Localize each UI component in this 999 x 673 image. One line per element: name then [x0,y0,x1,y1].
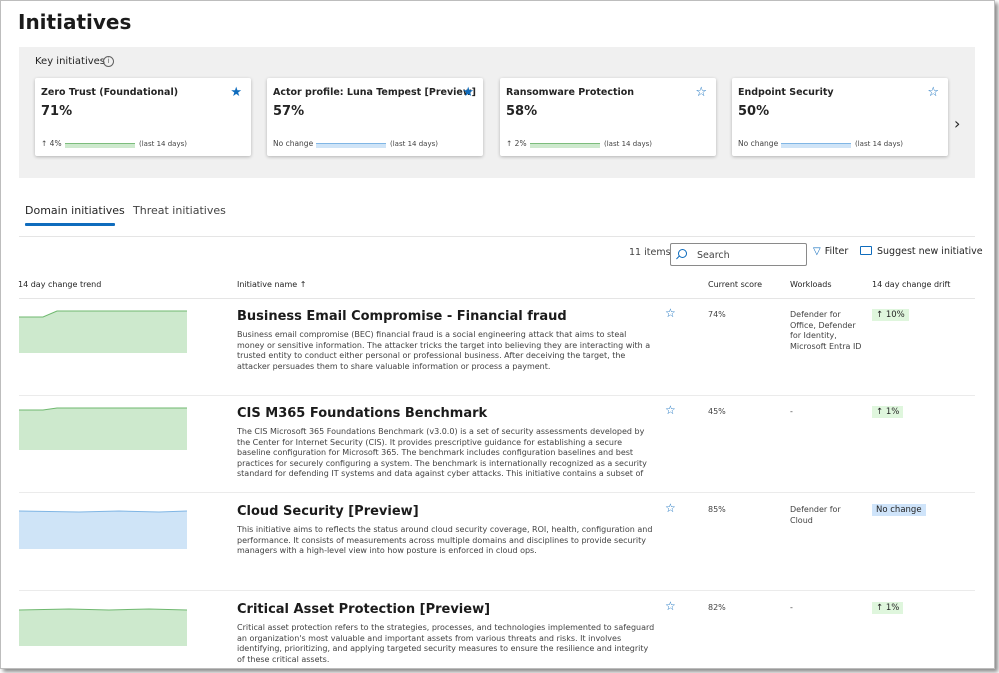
current-score: 45% [708,407,726,416]
initiative-description: Business email compromise (BEC) financia… [237,330,651,371]
search-input[interactable] [695,247,804,263]
divider [19,236,975,237]
key-initiatives-title: Key initiatives [35,56,106,67]
card-sparkline [530,143,600,148]
column-header-score[interactable]: Current score [708,280,763,289]
star-outline-icon[interactable]: ☆ [665,599,676,613]
card-trend-value: ↑ 4% [41,139,62,148]
tab-domain-initiatives[interactable]: Domain initiatives [25,204,125,217]
card-period: (last 14 days) [855,140,903,148]
divider [19,590,975,591]
card-score: 71% [41,104,73,119]
card-title: Zero Trust (Foundational) [41,87,179,98]
search-box[interactable] [670,243,807,266]
table-row[interactable]: CIS M365 Foundations Benchmark The CIS M… [1,396,994,493]
initiative-description: Critical asset protection refers to the … [237,623,655,664]
star-outline-icon[interactable]: ☆ [665,403,676,417]
tab-threat-initiatives[interactable]: Threat initiatives [133,204,226,217]
divider [19,395,975,396]
key-initiative-card[interactable]: Endpoint Security ☆ 50% No change (last … [732,78,948,156]
table-row[interactable]: Critical Asset Protection [Preview] Crit… [1,592,994,668]
workloads: Defender for Cloud [790,505,841,525]
workloads: - [790,407,793,416]
star-filled-icon[interactable]: ★ [230,85,242,100]
star-outline-icon[interactable]: ☆ [665,306,676,320]
card-title: Ransomware Protection [506,87,635,98]
column-header-name[interactable]: Initiative name ↑ [237,280,307,289]
card-score: 50% [738,104,770,119]
card-sparkline [781,143,851,148]
key-initiative-card[interactable]: Ransomware Protection ☆ 58% ↑ 2% (last 1… [500,78,716,156]
current-score: 85% [708,505,726,514]
chat-icon [860,246,872,255]
card-trend-value: ↑ 2% [506,139,527,148]
workloads: - [790,603,793,612]
table-row[interactable]: Cloud Security [Preview] This initiative… [1,494,994,591]
drift-badge: ↑ 1% [872,406,904,418]
initiative-name[interactable]: Critical Asset Protection [Preview] [237,602,491,617]
card-sparkline [65,143,135,148]
table-row[interactable]: Business Email Compromise - Financial fr… [1,299,994,396]
initiative-name[interactable]: CIS M365 Foundations Benchmark [237,406,488,421]
current-score: 82% [708,603,726,612]
drift-badge: No change [872,504,926,516]
card-period: (last 14 days) [139,140,187,148]
filter-label: Filter [824,246,849,257]
suggest-new-initiative-button[interactable]: Suggest new initiative [860,246,983,257]
trend-sparkline [19,407,187,450]
divider [19,492,975,493]
drift-badge: ↑ 1% [872,602,904,614]
star-filled-icon[interactable]: ★ [462,85,474,100]
column-header-drift[interactable]: 14 day change drift [872,280,951,289]
card-title: Actor profile: Luna Tempest [Preview] [273,87,476,98]
column-header-workloads[interactable]: Workloads [790,280,832,289]
info-icon[interactable]: i [103,56,114,67]
card-trend-value: No change [738,139,779,148]
initiative-description: This initiative aims to reflects the sta… [237,525,653,556]
divider [19,298,975,299]
chevron-right-icon[interactable]: › [954,114,961,133]
workloads: Defender for Office, Defender for Identi… [790,310,862,351]
page-title: Initiatives [18,10,132,34]
column-header-trend[interactable]: 14 day change trend [18,280,102,289]
star-outline-icon[interactable]: ☆ [665,501,676,515]
card-period: (last 14 days) [604,140,652,148]
star-outline-icon[interactable]: ☆ [695,85,707,100]
current-score: 74% [708,310,726,319]
card-score: 58% [506,104,538,119]
card-period: (last 14 days) [390,140,438,148]
active-tab-indicator [25,223,115,226]
filter-button[interactable]: ▽ Filter [813,246,848,257]
drift-badge: ↑ 10% [872,309,909,321]
card-title: Endpoint Security [738,87,834,98]
initiative-description: The CIS Microsoft 365 Foundations Benchm… [237,427,647,480]
trend-sparkline [19,608,188,646]
star-outline-icon[interactable]: ☆ [927,85,939,100]
key-initiative-card[interactable]: Zero Trust (Foundational) ★ 71% ↑ 4% (la… [35,78,251,156]
card-score: 57% [273,104,305,119]
filter-icon: ▽ [813,246,821,257]
initiative-name[interactable]: Cloud Security [Preview] [237,504,419,519]
card-trend-value: No change [273,139,314,148]
suggest-label: Suggest new initiative [877,246,983,257]
trend-sparkline [19,310,187,353]
search-icon [678,249,687,258]
item-count: 11 items [629,247,671,258]
trend-sparkline [19,510,188,549]
key-initiatives-panel: Key initiatives i Zero Trust (Foundation… [19,47,975,178]
card-sparkline [316,143,386,148]
initiative-name[interactable]: Business Email Compromise - Financial fr… [237,309,567,324]
key-initiative-card[interactable]: Actor profile: Luna Tempest [Preview] ★ … [267,78,483,156]
